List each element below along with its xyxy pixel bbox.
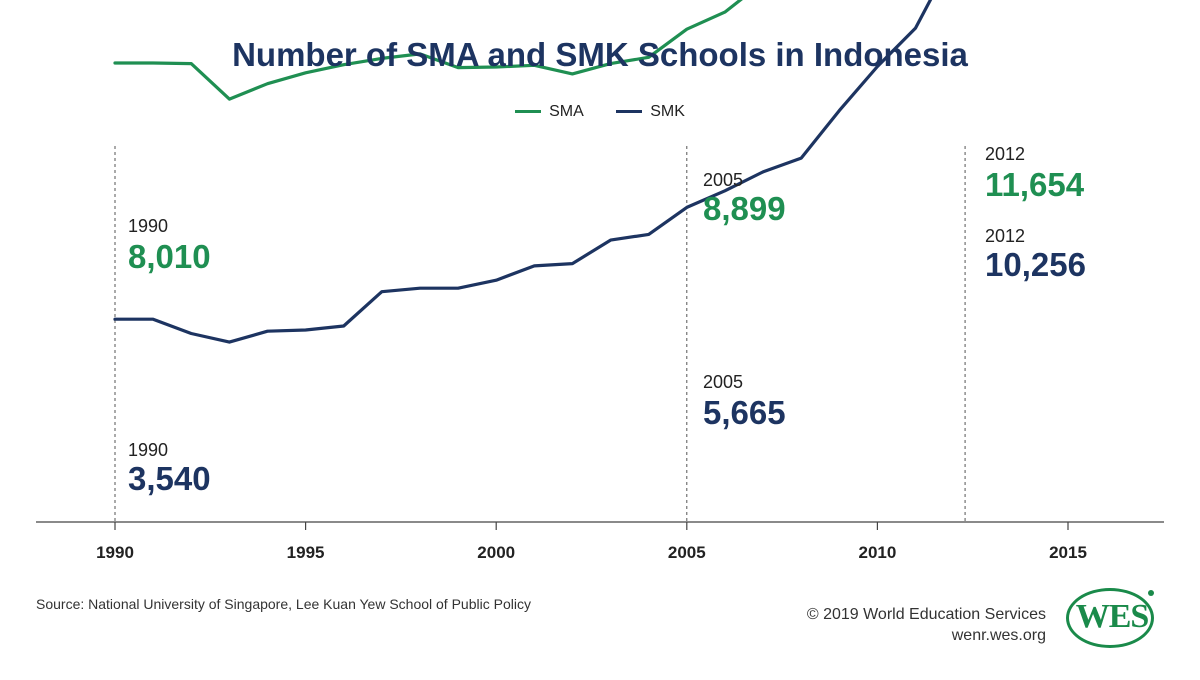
series-line-smk xyxy=(113,0,933,344)
annotation-year-smk-1: 1990 xyxy=(128,440,168,460)
annotation-value-smk-3: 5,665 xyxy=(703,394,786,431)
annotation-value-sma-0: 8,010 xyxy=(128,238,211,275)
annotation-year-sma-4: 2012 xyxy=(985,144,1025,164)
annotation-year-sma-2: 2005 xyxy=(703,170,743,190)
legend-label-sma: SMA xyxy=(549,102,584,120)
x-tick-label-2015: 2015 xyxy=(1049,543,1087,562)
series-line-sma xyxy=(113,0,743,101)
annotation-value-sma-4: 11,654 xyxy=(985,166,1085,203)
wes-logo: WES xyxy=(1062,586,1162,654)
chart-title: Number of SMA and SMK Schools in Indones… xyxy=(232,36,968,73)
annotation-year-sma-0: 1990 xyxy=(128,216,168,236)
legend-swatch-smk xyxy=(616,110,643,113)
x-tick-label-2005: 2005 xyxy=(668,543,706,562)
logo-text: WES xyxy=(1075,598,1150,635)
annotation-year-smk-3: 2005 xyxy=(703,372,743,392)
legend: SMA SMK xyxy=(0,100,1200,121)
x-tick-label-1995: 1995 xyxy=(287,543,325,562)
annotation-value-smk-1: 3,540 xyxy=(128,460,211,497)
legend-label-smk: SMK xyxy=(650,102,685,120)
website-text: wenr.wes.org xyxy=(951,627,1046,644)
annotation-value-sma-2: 8,899 xyxy=(703,190,786,227)
copyright-block: © 2019 World Education Services wenr.wes… xyxy=(807,604,1046,646)
x-tick-label-2000: 2000 xyxy=(477,543,515,562)
legend-item-sma: SMA xyxy=(515,103,584,121)
annotation-year-smk-5: 2012 xyxy=(985,226,1025,246)
annotation-value-smk-5: 10,256 xyxy=(985,246,1086,283)
copyright-text: © 2019 World Education Services xyxy=(806,606,1046,623)
x-tick-label-2010: 2010 xyxy=(858,543,896,562)
legend-item-smk: SMK xyxy=(616,103,685,121)
source-note: Source: National University of Singapore… xyxy=(36,596,531,612)
logo-ring xyxy=(1066,588,1154,648)
x-tick-label-1990: 1990 xyxy=(96,543,134,562)
logo-dot xyxy=(1148,590,1154,596)
legend-swatch-sma xyxy=(515,110,542,113)
